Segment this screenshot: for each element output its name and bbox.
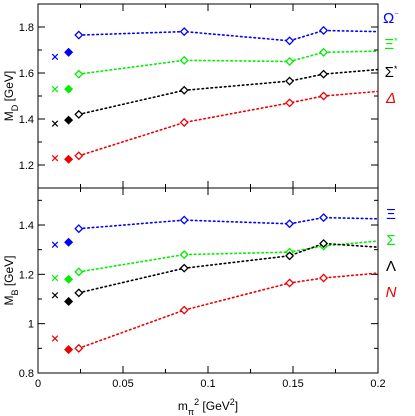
legend-entry: Δ (385, 90, 396, 107)
x-tick-label: 0.05 (112, 378, 133, 390)
open-diamond-point (285, 76, 295, 86)
open-diamond-point (285, 278, 295, 288)
open-diamond-point (285, 219, 295, 229)
y-tick-label: 0.8 (19, 368, 34, 380)
open-diamond-point (319, 25, 329, 35)
open-diamond-point (319, 91, 329, 101)
series-2-2: Σ (51, 232, 396, 284)
open-diamond-point (319, 213, 329, 223)
legend-entry: Λ (386, 258, 396, 275)
y-tick-label: 1.4 (19, 114, 34, 126)
y-tick-label: 1.2 (19, 269, 34, 281)
cross-point (51, 274, 59, 282)
cross-point (51, 53, 59, 61)
fit-curve (78, 90, 379, 157)
series-2-4: N (51, 272, 397, 355)
open-diamond-point (74, 151, 84, 161)
panel-2: 0 0.05 0.1 0.15 0.2 0.8 1 1.2 1.4 MB [GeV] mπ2 [Ge… (2, 187, 397, 416)
y-tick-label: 1.6 (19, 68, 34, 80)
series-1-1: Ω⁻ (51, 10, 399, 61)
cross-point (51, 120, 59, 127)
open-diamond-point (179, 215, 189, 225)
x-tick-label: 0.15 (282, 378, 303, 390)
series-1-2: Ξ* (51, 36, 398, 94)
x-axis-label: mπ2 [GeV2] (178, 397, 238, 416)
fit-curve (78, 240, 379, 273)
cross-point (51, 85, 59, 93)
cross-point (51, 154, 59, 162)
filled-diamond-point (64, 47, 74, 57)
open-diamond-point (285, 251, 295, 261)
legend-entry: Σ* (385, 64, 398, 81)
series-1-3: Σ* (51, 64, 398, 127)
open-diamond-point (319, 69, 329, 79)
y-tick-label: 1 (28, 319, 34, 331)
legend-entry: Ξ (386, 206, 396, 223)
open-diamond-point (74, 69, 84, 79)
filled-diamond-point (64, 154, 74, 164)
open-diamond-point (179, 305, 189, 315)
open-diamond-point (179, 85, 189, 95)
fit-curve (78, 272, 379, 350)
filled-diamond-point (64, 237, 74, 247)
y-axis-label: MB [GeV] (2, 255, 20, 305)
filled-diamond-point (64, 296, 74, 306)
open-diamond-point (319, 273, 329, 283)
cross-point (51, 292, 59, 299)
x-tick-label: 0 (35, 378, 41, 390)
open-diamond-point (285, 98, 295, 108)
legend-entry: Ξ* (384, 36, 398, 53)
x-tick-label: 0.1 (200, 378, 215, 390)
open-diamond-point (179, 263, 189, 273)
open-diamond-point (74, 109, 84, 119)
open-diamond-point (179, 250, 189, 260)
fit-curve (78, 29, 379, 42)
filled-diamond-point (64, 84, 74, 94)
legend-entry: N (386, 284, 397, 301)
open-diamond-point (74, 267, 84, 277)
cross-point (51, 335, 59, 342)
open-diamond-point (179, 27, 189, 37)
fit-curve (78, 68, 379, 116)
fit-curve (78, 216, 379, 230)
open-diamond-point (179, 55, 189, 65)
open-diamond-point (285, 36, 295, 46)
open-diamond-point (74, 288, 84, 298)
y-axis-label: MD [GeV] (2, 71, 20, 122)
open-diamond-point (74, 224, 84, 234)
fit-curve (78, 242, 379, 294)
open-diamond-point (74, 30, 84, 40)
open-diamond-point (74, 343, 84, 353)
fit-curve (78, 50, 379, 75)
open-diamond-point (319, 238, 329, 249)
x-tick-label: 0.2 (370, 378, 385, 390)
filled-diamond-point (64, 115, 74, 125)
open-diamond-point (319, 47, 329, 57)
y-tick-label: 1.4 (19, 220, 34, 232)
y-tick-label: 1.2 (19, 160, 34, 172)
cross-point (51, 241, 59, 248)
series-2-3: Λ (51, 238, 396, 306)
y-tick-label: 1.8 (19, 22, 34, 34)
filled-diamond-point (64, 274, 74, 284)
filled-diamond-point (64, 345, 74, 355)
legend-entry: Ω⁻ (383, 10, 399, 27)
series-1-4: Δ (51, 90, 396, 164)
open-diamond-point (285, 56, 295, 67)
series-2-1: Ξ (51, 206, 396, 248)
panel-1: 1.2 1.4 1.6 1.8 MD [GeV] Ω⁻ Ξ* Σ* Δ (2, 3, 399, 189)
open-diamond-point (179, 117, 189, 127)
legend-entry: Σ (386, 232, 395, 249)
